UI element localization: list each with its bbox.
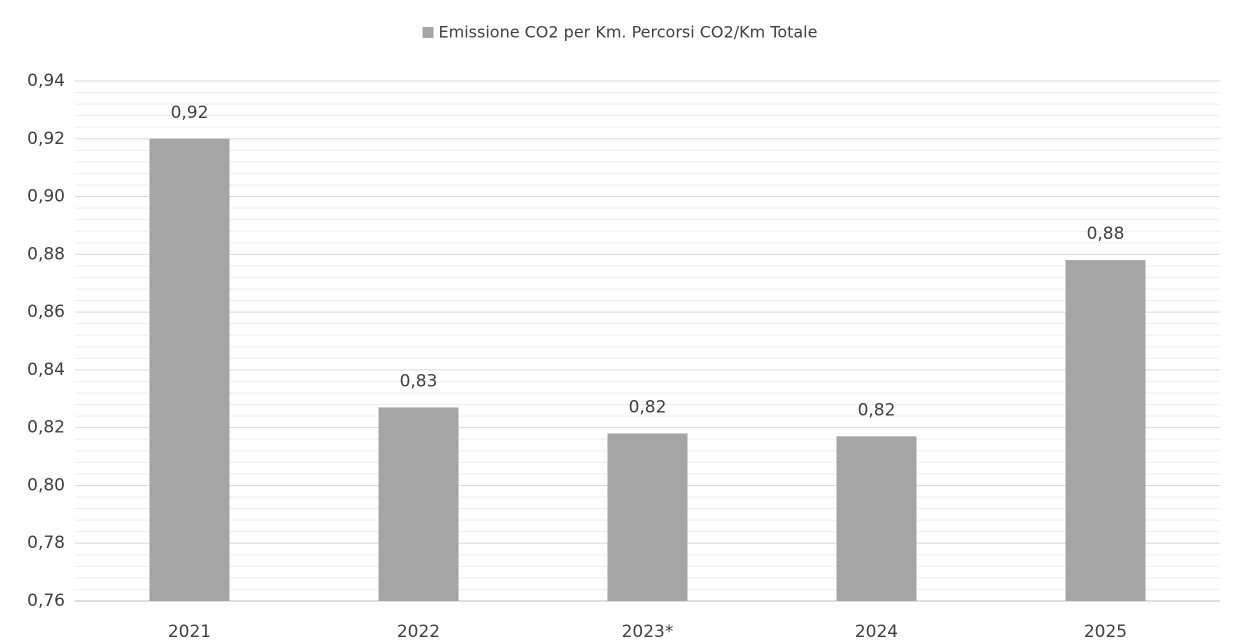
value-label: 0,83 bbox=[400, 371, 438, 391]
y-tick-label: 0,90 bbox=[27, 187, 65, 207]
legend-swatch bbox=[422, 27, 434, 38]
y-tick-label: 0,94 bbox=[27, 71, 65, 91]
y-tick-label: 0,86 bbox=[27, 302, 65, 322]
value-label: 0,88 bbox=[1087, 224, 1125, 244]
bar bbox=[378, 407, 459, 601]
y-tick-label: 0,76 bbox=[27, 591, 65, 611]
value-label: 0,82 bbox=[858, 400, 896, 420]
value-label: 0,82 bbox=[629, 397, 667, 417]
legend-label: Emissione CO2 per Km. Percorsi CO2/Km To… bbox=[439, 23, 818, 42]
y-tick-label: 0,92 bbox=[27, 129, 65, 149]
x-tick-label: 2025 bbox=[1084, 622, 1127, 642]
x-tick-label: 2023* bbox=[622, 622, 674, 642]
bar bbox=[149, 138, 230, 601]
bar bbox=[607, 433, 688, 601]
y-tick-label: 0,88 bbox=[27, 244, 65, 264]
x-tick-label: 2022 bbox=[397, 622, 440, 642]
x-tick-label: 2024 bbox=[855, 622, 898, 642]
y-tick-label: 0,84 bbox=[27, 360, 65, 380]
y-tick-label: 0,82 bbox=[27, 418, 65, 438]
y-tick-label: 0,78 bbox=[27, 533, 65, 553]
x-tick-label: 2021 bbox=[168, 622, 211, 642]
value-label: 0,92 bbox=[171, 103, 209, 123]
y-tick-label: 0,80 bbox=[27, 475, 65, 495]
bar bbox=[836, 436, 917, 601]
bar bbox=[1065, 260, 1146, 601]
